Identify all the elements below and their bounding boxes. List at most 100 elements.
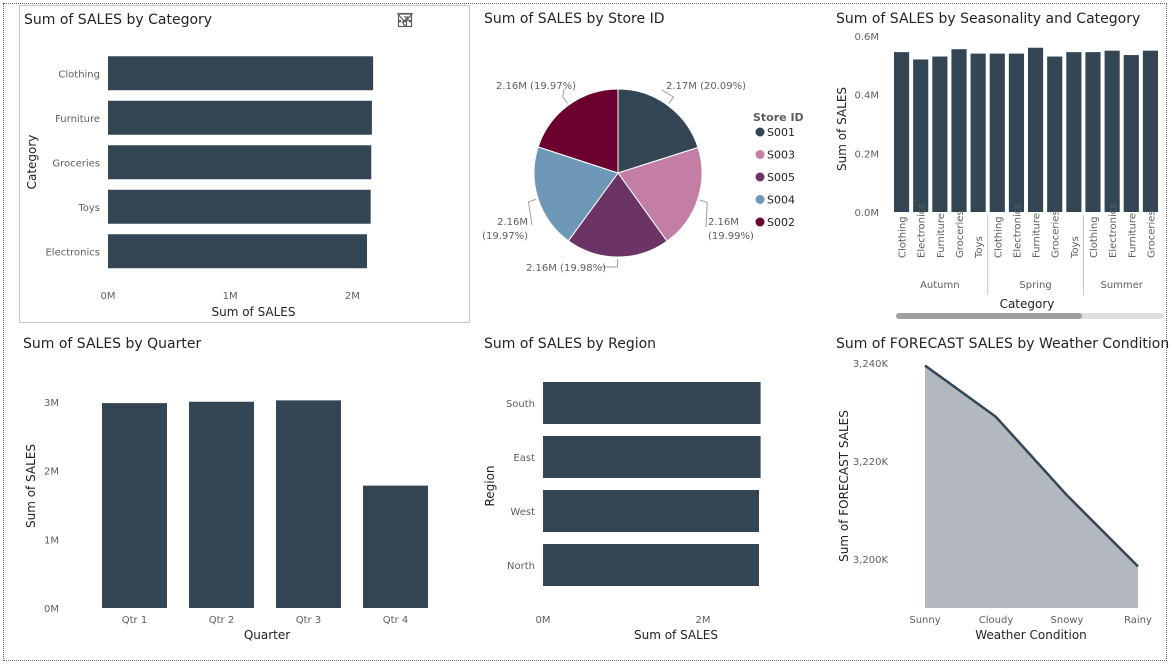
y-tick-label: 3,220K — [853, 457, 889, 468]
category-bar-chart: Clothing Furniture Groceries Toys Electronic… — [25, 56, 374, 319]
bar-furniture — [108, 100, 372, 135]
chart-title: Sum of SALES by Seasonality and Category — [836, 11, 1141, 27]
pie-slice-s005 — [567, 172, 668, 258]
y-tick-label: 0M — [44, 604, 59, 615]
pie-slice-s003 — [617, 146, 703, 242]
y-axis-title: Sum of FORECAST SALES — [837, 410, 851, 562]
x-tick-label: 0M — [536, 615, 551, 626]
legend-marker-s003 — [755, 150, 765, 159]
data-label-s004-pct: (19.97%) — [482, 231, 528, 242]
season-tick-label: Spring — [1019, 280, 1051, 291]
x-axis-title: Category — [1000, 297, 1055, 311]
bar-summer-furniture — [1123, 55, 1139, 212]
legend-marker-s005 — [755, 172, 765, 182]
x-tick-label: Snowy — [1051, 615, 1084, 626]
legend-marker-s002 — [755, 217, 765, 227]
category-tick-label: Groceries — [955, 210, 966, 258]
data-label-s005: 2.16M (19.98%) — [526, 263, 606, 274]
y-tick-label: 0.6M — [854, 32, 879, 43]
store-chart-tile[interactable]: Sum of SALES by Store ID 2.17M (20.09%) 2… — [480, 5, 820, 323]
legend-title: Store ID — [753, 111, 804, 124]
chart-title: Sum of SALES by Quarter — [23, 336, 202, 352]
bar-spring-groceries — [1047, 56, 1063, 213]
legend-item-s004: S004 — [767, 194, 795, 207]
legend-item-s001: S001 — [767, 126, 795, 139]
bar-autumn-electronics — [913, 59, 929, 212]
x-tick-label: Qtr 2 — [209, 615, 234, 626]
bar-summer-clothing — [1085, 52, 1101, 213]
region-tick-label: West — [510, 507, 535, 518]
legend-item-s005: S005 — [767, 171, 795, 184]
leader-line — [699, 199, 708, 228]
data-label-s002: 2.16M (19.97%) — [496, 81, 576, 92]
store-pie-chart: 2.17M (20.09%) 2.16M (19.99%) 2.16M (19.98%… — [482, 81, 804, 274]
x-tick-label: 2M — [345, 291, 360, 302]
bar-west — [543, 490, 759, 532]
category-tick-label: Groceries — [52, 158, 100, 169]
data-label-s001: 2.17M (20.09%) — [666, 81, 746, 92]
region-chart-tile[interactable]: Sum of SALES by Region South East West Nort… — [480, 330, 820, 655]
quarter-chart-tile[interactable]: Sum of SALES by Quarter 0M 1M 2M 3M Qtr 1 Qtr… — [19, 330, 470, 655]
region-tick-label: East — [513, 453, 535, 464]
chart-title: Sum of SALES by Category — [24, 12, 213, 28]
region-tick-label: North — [507, 561, 535, 572]
bar-qtr-3 — [276, 400, 341, 608]
x-tick-label: Qtr 3 — [296, 615, 321, 626]
leader-line — [661, 89, 675, 104]
bar-groceries — [108, 145, 372, 180]
visual-header-icons — [396, 12, 465, 28]
x-tick-label: Sunny — [909, 615, 940, 626]
category-tick-label: Groceries — [1146, 210, 1157, 258]
y-tick-label: 3M — [44, 398, 59, 409]
bar-south — [543, 382, 761, 424]
quarter-bar-chart: 0M 1M 2M 3M Qtr 1 Qtr 2 Qtr 3 Qtr 4 Quarter Sum o… — [24, 398, 428, 642]
bar-spring-toys — [1066, 52, 1082, 213]
bar-qtr-1 — [102, 403, 167, 608]
x-tick-label: 1M — [223, 291, 238, 302]
x-tick-label: 2M — [696, 615, 711, 626]
x-tick-label: 0M — [101, 291, 116, 302]
pie-slice-s001 — [617, 88, 699, 174]
x-axis-title: Sum of SALES — [634, 628, 718, 642]
x-tick-label: Qtr 1 — [122, 615, 147, 626]
y-tick-label: 1M — [44, 535, 59, 546]
category-tick-label: Clothing — [58, 69, 100, 80]
category-tick-label: Toys — [1070, 236, 1081, 259]
y-tick-label: 0.4M — [854, 91, 879, 102]
legend-item-s003: S003 — [767, 149, 795, 162]
legend-item-s002: S002 — [767, 216, 795, 229]
y-tick-label: 3,240K — [853, 359, 889, 370]
category-tick-label: Electronics — [1012, 203, 1023, 258]
x-tick-label: Rainy — [1124, 615, 1152, 626]
bar-autumn-toys — [970, 53, 986, 212]
y-tick-label: 0.2M — [854, 149, 879, 160]
season-chart-tile[interactable]: Sum of SALES by Seasonality and Category… — [832, 5, 1168, 323]
bar-autumn-groceries — [951, 49, 967, 213]
region-tick-label: South — [506, 399, 535, 410]
bar-summer-groceries — [1142, 50, 1158, 212]
dashboard-canvas — [3, 3, 1167, 661]
y-axis-title: Category — [25, 135, 39, 190]
chart-title: Sum of FORECAST SALES by Weather Conditi… — [836, 336, 1170, 352]
bar-north — [543, 544, 759, 586]
series-line — [924, 364, 1139, 568]
chart-title: Sum of SALES by Store ID — [484, 11, 665, 27]
region-bar-chart: South East West North 0M 2M Sum of SALES Region — [483, 382, 761, 642]
bar-clothing — [108, 56, 374, 91]
chart-title: Sum of SALES by Region — [484, 336, 657, 352]
pie-slice-s002 — [537, 88, 619, 174]
weather-chart-tile[interactable]: Sum of FORECAST SALES by Weather Conditi… — [832, 330, 1170, 655]
y-tick-label: 2M — [44, 467, 59, 478]
bar-spring-clothing — [989, 53, 1005, 212]
x-tick-label: Qtr 4 — [383, 615, 408, 626]
category-tick-label: Clothing — [993, 216, 1004, 258]
category-tick-label: Clothing — [1089, 216, 1100, 258]
more-options-icon[interactable] — [398, 12, 465, 28]
data-label-s004-value: 2.16M — [497, 217, 528, 228]
category-chart-tile[interactable]: Sum of SALES by Category Clothing Furnitu… — [19, 5, 470, 323]
legend-marker-s001 — [755, 127, 765, 137]
season-tick-label: Autumn — [920, 280, 960, 291]
category-tick-label: Furniture — [936, 213, 947, 258]
category-tick-label: Furniture — [1032, 213, 1043, 258]
scrollbar-thumb[interactable] — [896, 313, 1082, 319]
